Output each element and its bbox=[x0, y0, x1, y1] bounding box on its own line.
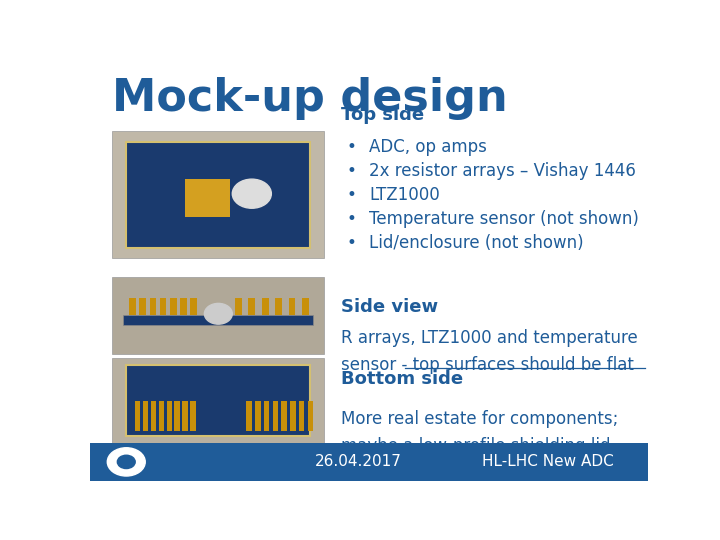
FancyBboxPatch shape bbox=[289, 299, 295, 315]
FancyBboxPatch shape bbox=[275, 299, 282, 315]
FancyBboxPatch shape bbox=[135, 401, 140, 431]
FancyBboxPatch shape bbox=[112, 277, 324, 354]
FancyBboxPatch shape bbox=[248, 299, 255, 315]
FancyBboxPatch shape bbox=[112, 358, 324, 443]
FancyBboxPatch shape bbox=[90, 443, 648, 481]
FancyBboxPatch shape bbox=[124, 315, 313, 325]
FancyBboxPatch shape bbox=[170, 299, 176, 315]
FancyBboxPatch shape bbox=[290, 401, 296, 431]
FancyBboxPatch shape bbox=[150, 299, 156, 315]
FancyBboxPatch shape bbox=[190, 299, 197, 315]
Text: Temperature sensor (not shown): Temperature sensor (not shown) bbox=[369, 210, 639, 228]
Text: •: • bbox=[347, 138, 356, 156]
FancyBboxPatch shape bbox=[246, 401, 252, 431]
FancyBboxPatch shape bbox=[190, 401, 196, 431]
FancyBboxPatch shape bbox=[307, 401, 313, 431]
FancyBboxPatch shape bbox=[264, 401, 269, 431]
FancyBboxPatch shape bbox=[180, 299, 187, 315]
Text: ADC, op amps: ADC, op amps bbox=[369, 138, 487, 156]
FancyBboxPatch shape bbox=[255, 401, 261, 431]
FancyBboxPatch shape bbox=[262, 299, 269, 315]
FancyBboxPatch shape bbox=[160, 299, 166, 315]
FancyBboxPatch shape bbox=[273, 401, 278, 431]
FancyBboxPatch shape bbox=[174, 401, 180, 431]
Circle shape bbox=[233, 179, 271, 208]
FancyBboxPatch shape bbox=[129, 299, 136, 315]
FancyBboxPatch shape bbox=[282, 401, 287, 431]
FancyBboxPatch shape bbox=[139, 299, 146, 315]
Text: •: • bbox=[347, 210, 356, 228]
Text: Mock-up design: Mock-up design bbox=[112, 77, 508, 120]
Text: LTZ1000: LTZ1000 bbox=[369, 186, 440, 204]
Text: sensor - top surfaces should be flat: sensor - top surfaces should be flat bbox=[341, 356, 634, 374]
FancyBboxPatch shape bbox=[299, 401, 305, 431]
FancyBboxPatch shape bbox=[126, 365, 310, 436]
FancyBboxPatch shape bbox=[302, 299, 309, 315]
Text: •: • bbox=[347, 161, 356, 180]
FancyBboxPatch shape bbox=[126, 141, 310, 248]
FancyBboxPatch shape bbox=[158, 401, 164, 431]
Text: More real estate for components;: More real estate for components; bbox=[341, 410, 618, 428]
Text: HL-LHC New ADC: HL-LHC New ADC bbox=[482, 454, 613, 469]
Text: Top side: Top side bbox=[341, 106, 424, 124]
Text: Lid/enclosure (not shown): Lid/enclosure (not shown) bbox=[369, 234, 584, 252]
Text: 2x resistor arrays – Vishay 1446: 2x resistor arrays – Vishay 1446 bbox=[369, 161, 636, 180]
Text: •: • bbox=[347, 234, 356, 252]
Text: •: • bbox=[347, 186, 356, 204]
Text: R arrays, LTZ1000 and temperature: R arrays, LTZ1000 and temperature bbox=[341, 329, 638, 347]
FancyBboxPatch shape bbox=[112, 131, 324, 258]
FancyBboxPatch shape bbox=[182, 401, 188, 431]
FancyBboxPatch shape bbox=[235, 299, 242, 315]
Text: Bottom side: Bottom side bbox=[341, 370, 463, 388]
Text: 26.04.2017: 26.04.2017 bbox=[315, 454, 401, 469]
Circle shape bbox=[204, 303, 233, 324]
FancyBboxPatch shape bbox=[143, 401, 148, 431]
FancyBboxPatch shape bbox=[185, 179, 230, 217]
FancyBboxPatch shape bbox=[150, 401, 156, 431]
Circle shape bbox=[107, 448, 145, 476]
FancyBboxPatch shape bbox=[166, 401, 172, 431]
Text: maybe a low-profile shielding lid: maybe a low-profile shielding lid bbox=[341, 437, 611, 455]
Text: Side view: Side view bbox=[341, 298, 438, 316]
Circle shape bbox=[117, 455, 135, 469]
